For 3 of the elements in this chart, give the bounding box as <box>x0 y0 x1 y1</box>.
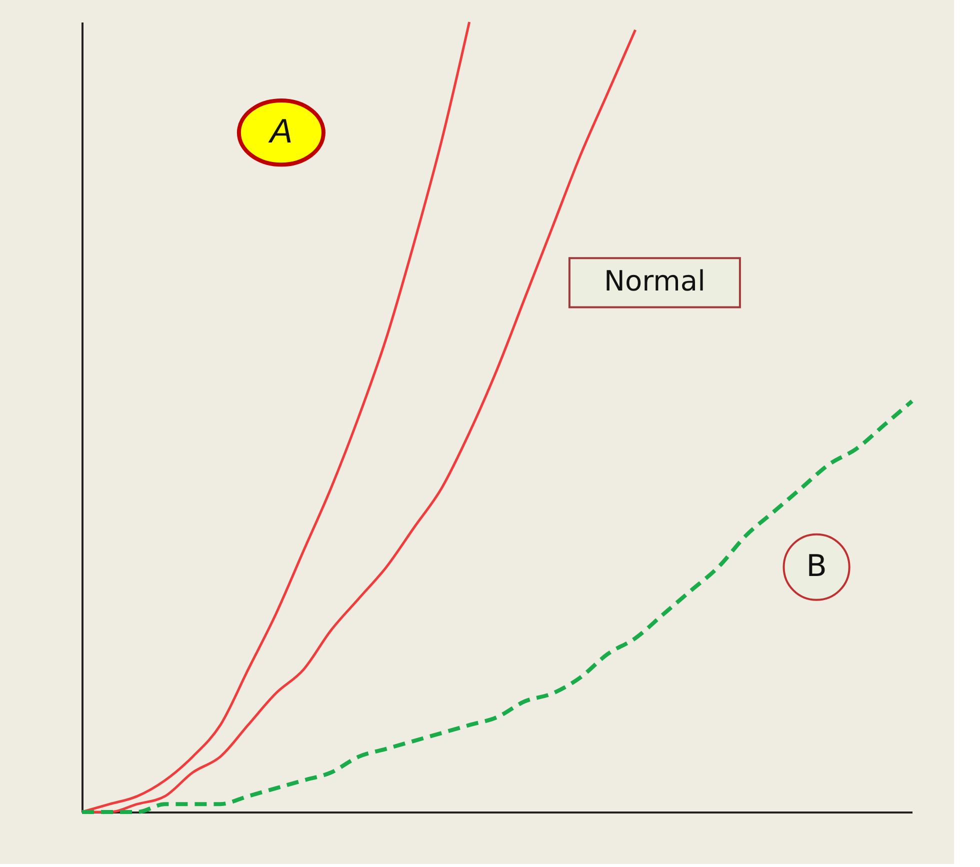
annotation: B <box>806 549 827 584</box>
annotation: A <box>268 112 293 151</box>
annotation: Normal <box>604 264 706 298</box>
